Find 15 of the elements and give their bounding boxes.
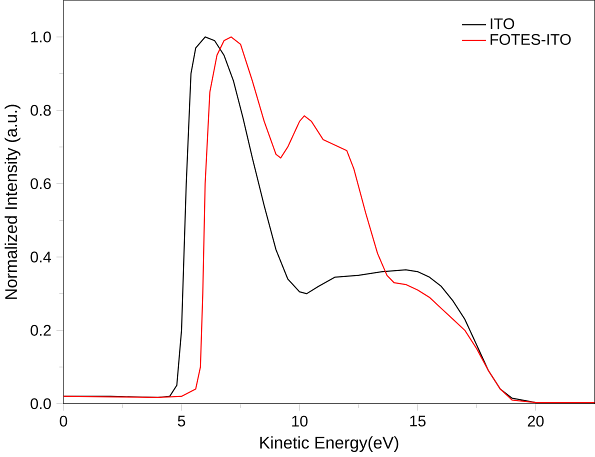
legend-label: ITO <box>490 18 514 30</box>
y-tick-label: 1.0 <box>31 32 51 43</box>
y-tick-label: 0.0 <box>30 398 51 410</box>
x-axis-title: Kinetic Energy(eV) <box>260 436 398 452</box>
x-tick-label: 10 <box>292 416 308 427</box>
y-tick-label: 0.6 <box>30 178 51 190</box>
x-tick-label: 15 <box>410 416 426 427</box>
y-tick-label: 0.2 <box>30 325 51 336</box>
x-tick-label: 20 <box>528 416 544 427</box>
x-tick-label: 5 <box>178 416 186 427</box>
x-tick-label: 0 <box>60 416 68 427</box>
y-axis-title: Normalized Intensity (a.u.) <box>4 104 20 300</box>
legend-label: FOTES-ITO <box>490 34 571 46</box>
y-tick-label: 0.8 <box>30 105 51 116</box>
y-tick-label: 0.4 <box>30 252 52 263</box>
